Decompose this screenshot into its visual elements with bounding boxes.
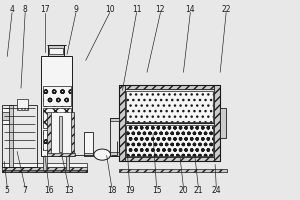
Bar: [118, 85, 220, 161]
Text: 14: 14: [185, 5, 195, 14]
Bar: [71, 112, 74, 156]
Text: 15: 15: [152, 186, 161, 195]
Bar: [49, 48, 62, 54]
Bar: [43, 156, 47, 172]
Text: 22: 22: [221, 5, 231, 14]
Bar: [47, 112, 51, 156]
Bar: [27, 108, 28, 110]
Bar: [84, 132, 93, 156]
Bar: [43, 86, 71, 106]
Bar: [2, 112, 9, 120]
Bar: [118, 157, 220, 161]
Text: 19: 19: [125, 186, 134, 195]
Bar: [126, 125, 213, 156]
Text: 10: 10: [105, 5, 115, 14]
Bar: [17, 99, 28, 110]
Text: 16: 16: [44, 186, 54, 195]
Bar: [2, 163, 87, 167]
Bar: [126, 91, 213, 122]
Bar: [84, 153, 93, 156]
Bar: [2, 167, 87, 172]
Bar: [59, 116, 62, 152]
Bar: [18, 108, 19, 110]
Text: 7: 7: [23, 186, 28, 195]
Bar: [66, 156, 69, 172]
Text: 17: 17: [40, 5, 50, 14]
Text: 21: 21: [194, 186, 203, 195]
Bar: [47, 153, 75, 156]
Text: 8: 8: [23, 5, 28, 14]
Bar: [110, 118, 118, 121]
Bar: [43, 108, 71, 128]
Bar: [110, 152, 118, 156]
Bar: [22, 108, 23, 110]
Bar: [220, 169, 227, 172]
Bar: [2, 108, 9, 124]
Bar: [9, 105, 13, 167]
Bar: [118, 85, 124, 161]
Text: 24: 24: [212, 186, 221, 195]
Bar: [118, 169, 220, 172]
Text: 18: 18: [107, 186, 116, 195]
Bar: [21, 108, 22, 110]
Bar: [43, 130, 71, 150]
Circle shape: [94, 149, 111, 160]
Bar: [24, 108, 25, 110]
Text: 5: 5: [5, 186, 10, 195]
Text: 9: 9: [74, 5, 78, 14]
Bar: [118, 85, 220, 89]
Text: 13: 13: [64, 186, 74, 195]
Text: 12: 12: [156, 5, 165, 14]
Bar: [2, 170, 87, 172]
Text: 11: 11: [132, 5, 141, 14]
Bar: [41, 56, 72, 156]
Bar: [2, 105, 37, 167]
Bar: [214, 85, 220, 161]
Bar: [48, 45, 64, 56]
Text: 4: 4: [10, 5, 14, 14]
Bar: [51, 112, 71, 153]
Bar: [220, 108, 226, 138]
Text: 20: 20: [178, 186, 188, 195]
